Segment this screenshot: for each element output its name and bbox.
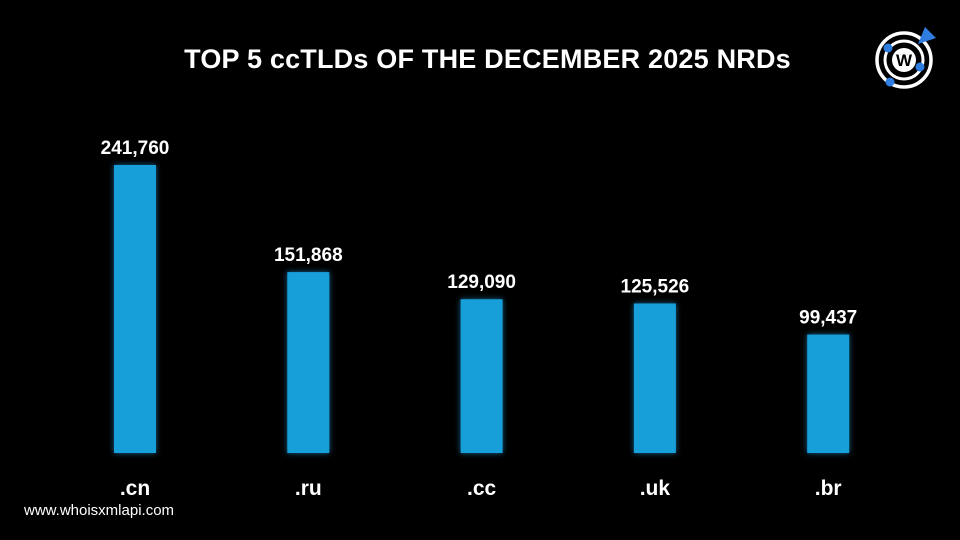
bar-br <box>807 334 850 453</box>
value-label: 125,526 <box>621 276 690 297</box>
value-label: 151,868 <box>274 245 343 266</box>
svg-text:W: W <box>896 51 913 70</box>
bar-ru <box>287 272 330 453</box>
category-label: .uk <box>640 477 671 500</box>
bar-cc <box>460 299 503 453</box>
value-label: 241,760 <box>101 138 170 159</box>
value-label: 129,090 <box>447 272 516 293</box>
value-label: 99,437 <box>799 308 857 329</box>
bar-uk <box>633 303 676 453</box>
bar-cn <box>114 165 156 453</box>
whoisxmlapi-logo: W <box>875 27 936 89</box>
category-label: .br <box>815 477 842 500</box>
footer-url[interactable]: www.whoisxmlapi.com <box>24 502 175 519</box>
category-label: .ru <box>295 477 322 500</box>
chart-title: TOP 5 ccTLDs OF THE DECEMBER 2025 NRDs <box>184 44 791 74</box>
category-label: .cc <box>467 477 497 500</box>
category-label: .cn <box>120 477 150 500</box>
